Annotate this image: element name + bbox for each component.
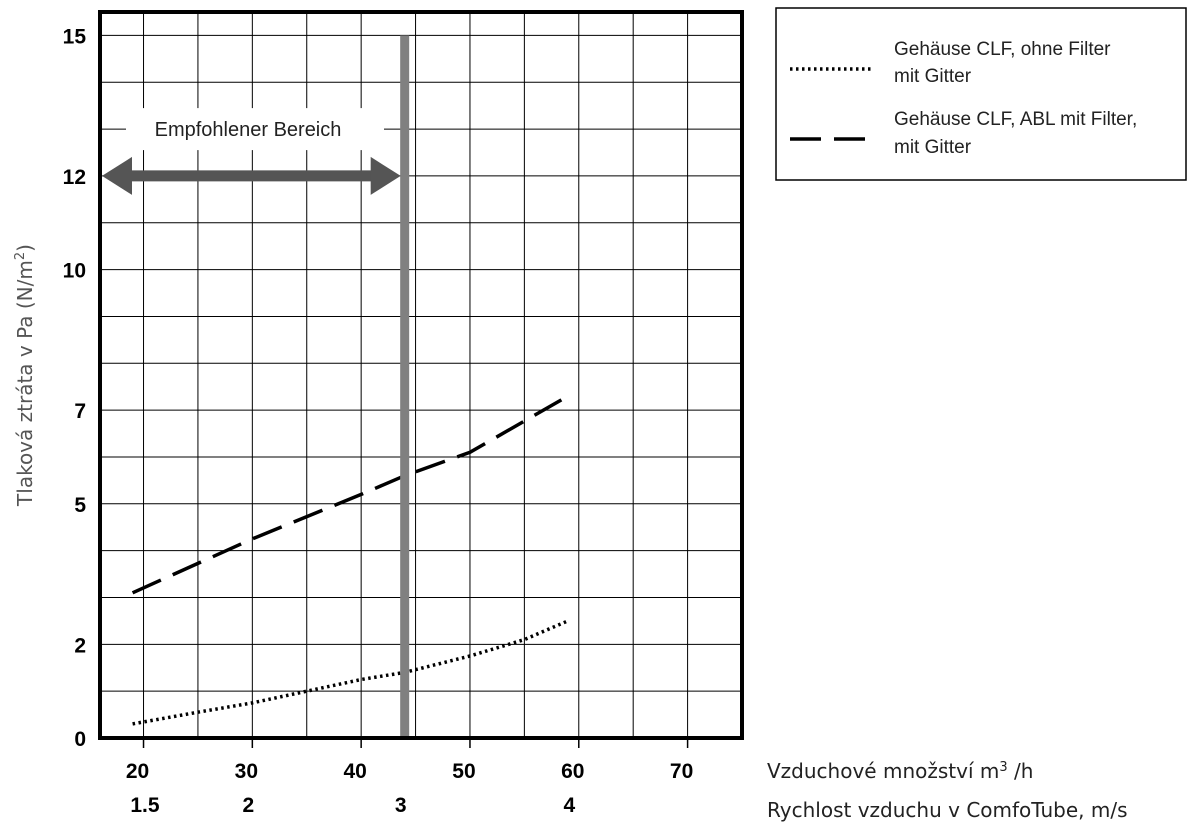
recommended-range-label-bg bbox=[126, 108, 384, 151]
series-line-dashed bbox=[131, 394, 569, 595]
y-tick-label: 10 bbox=[63, 260, 86, 283]
legend: Gehäuse CLF, ohne Filter mit Gitter Gehä… bbox=[775, 7, 1187, 181]
x-axis-label-primary: Vzduchové množství m3 /h bbox=[767, 759, 1033, 783]
y-tick-label: 7 bbox=[74, 400, 86, 423]
arrow-left-icon bbox=[102, 156, 132, 195]
x-tick-label-primary: 70 bbox=[670, 760, 693, 783]
grid-lines bbox=[100, 12, 742, 738]
y-axis-label: Tlaková ztráta v Pa (N/m2) bbox=[13, 244, 37, 507]
legend-item-1-line2: mit Gitter bbox=[894, 66, 972, 87]
overlay-layer: Empfohlener Bereich bbox=[102, 35, 410, 738]
y-tick-label: 15 bbox=[63, 25, 87, 48]
x-tick-label-secondary: 1.5 bbox=[130, 794, 160, 817]
y-tick-labels: 0 2 5 7 10 12 15 bbox=[63, 25, 87, 751]
y-tick-label: 5 bbox=[74, 494, 86, 517]
x-tick-label-primary: 30 bbox=[235, 760, 258, 783]
x-tick-labels: 20 30 40 50 60 70 1.5 2 3 4 bbox=[126, 738, 693, 817]
x-tick-label-secondary: 4 bbox=[563, 794, 575, 817]
series-line-dotted bbox=[132, 619, 569, 726]
legend-box bbox=[775, 7, 1187, 181]
arrow-right-icon bbox=[370, 156, 401, 195]
x-tick-label-primary: 20 bbox=[126, 760, 149, 783]
x-tick-label-secondary: 3 bbox=[395, 794, 407, 817]
x-tick-label-secondary: 2 bbox=[242, 794, 254, 817]
y-tick-label: 0 bbox=[74, 728, 86, 751]
y-axis-label-end: ) bbox=[13, 244, 37, 252]
x-axis-label-primary-sup: 3 bbox=[999, 760, 1007, 775]
recommended-range-label: Empfohlener Bereich bbox=[155, 119, 342, 141]
x-axis-label-secondary: Rychlost vzduchu v ComfoTube, m/s bbox=[767, 798, 1128, 822]
legend-item-2-line1: Gehäuse CLF, ABL mit Filter, bbox=[894, 109, 1137, 130]
y-tick-label: 12 bbox=[63, 166, 86, 189]
x-tick-label-primary: 40 bbox=[343, 760, 366, 783]
plot-frame bbox=[98, 10, 744, 740]
x-tick-label-primary: 50 bbox=[452, 760, 475, 783]
x-tick-label-primary: 60 bbox=[561, 760, 584, 783]
series-layer bbox=[131, 394, 569, 726]
y-axis-label-main: Tlaková ztráta v Pa (N/m bbox=[13, 260, 37, 507]
x-axis-label-primary-main: Vzduchové množství m bbox=[767, 759, 999, 783]
x-axis-label-primary-end: /h bbox=[1008, 759, 1034, 783]
y-axis-label-sup: 2 bbox=[13, 252, 28, 260]
legend-item-2-line2: mit Gitter bbox=[894, 137, 972, 158]
legend-item-1-line1: Gehäuse CLF, ohne Filter bbox=[894, 39, 1111, 60]
y-tick-label: 2 bbox=[74, 634, 86, 657]
